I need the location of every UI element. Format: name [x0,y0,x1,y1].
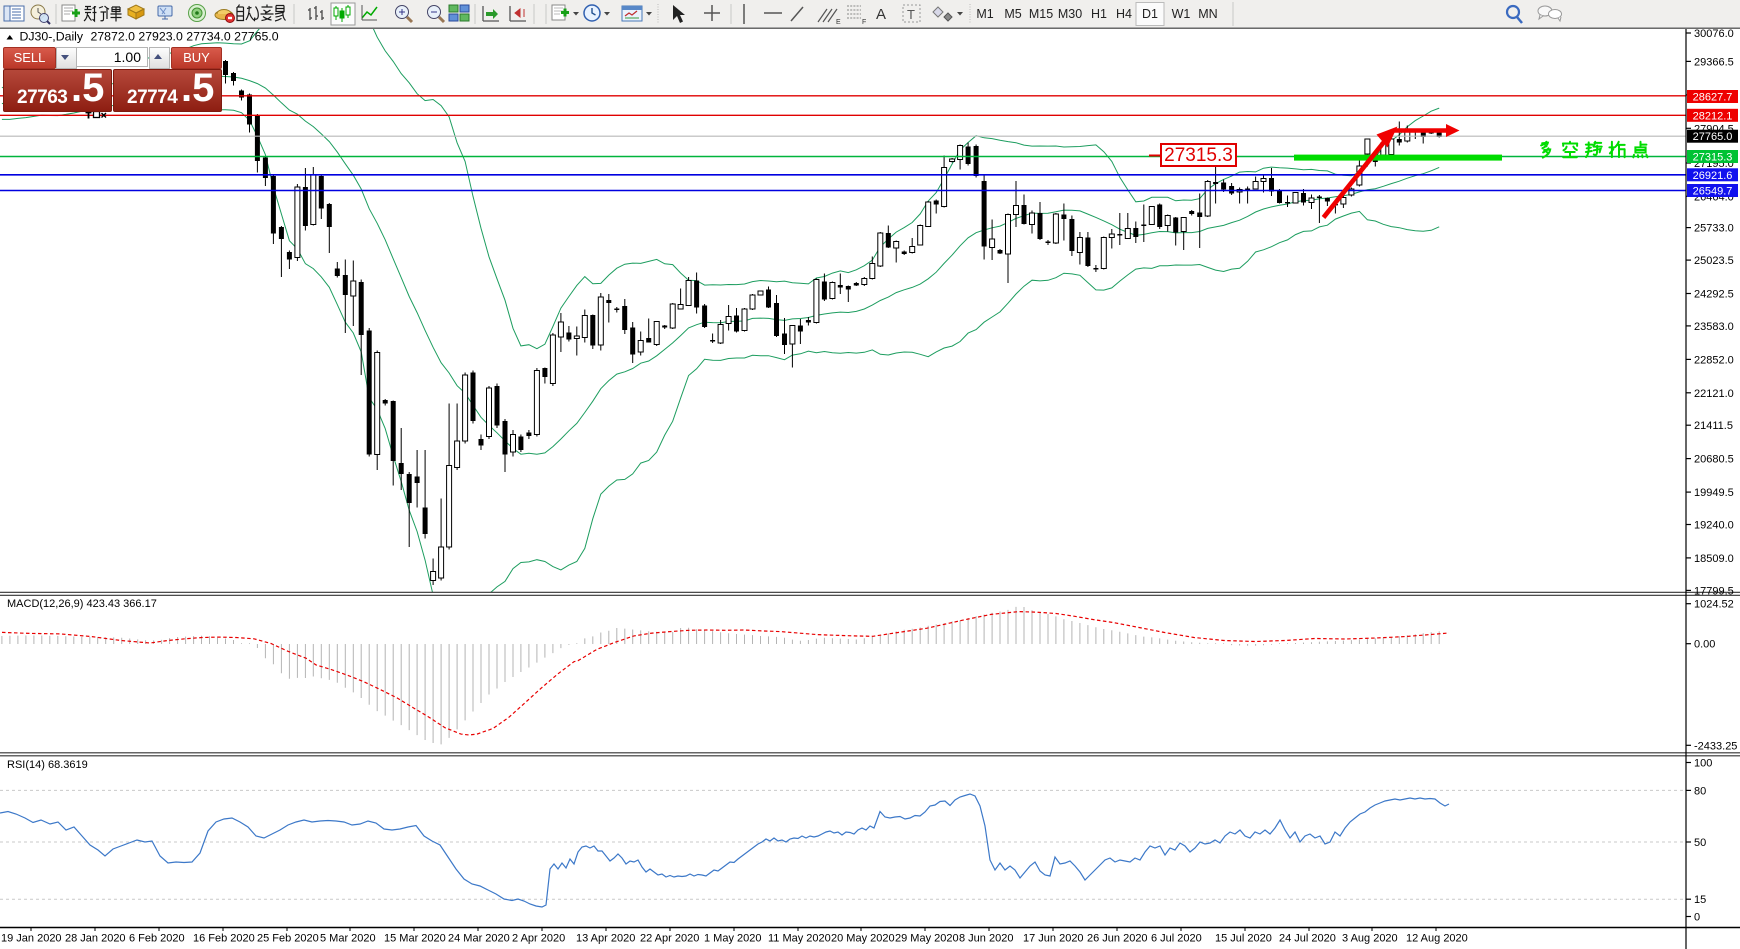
svg-text:21411.5: 21411.5 [1694,420,1733,432]
svg-text:D1: D1 [1142,7,1158,21]
svg-text:25 Feb 2020: 25 Feb 2020 [257,933,319,945]
svg-text:6 Jul 2020: 6 Jul 2020 [1151,933,1202,945]
svg-text:M1: M1 [976,7,993,21]
svg-text:-2433.25: -2433.25 [1694,740,1737,752]
svg-text:22121.0: 22121.0 [1694,388,1734,400]
svg-text:80: 80 [1694,785,1706,797]
svg-text:MACD(12,26,9) 423.43 366.17: MACD(12,26,9) 423.43 366.17 [7,598,157,610]
svg-text:24292.5: 24292.5 [1694,289,1734,301]
svg-text:26 Jun 2020: 26 Jun 2020 [1087,933,1148,945]
svg-text:27315.3: 27315.3 [1164,145,1233,166]
svg-text:5 Mar 2020: 5 Mar 2020 [320,933,376,945]
svg-text:M30: M30 [1058,7,1082,21]
svg-text:100: 100 [1694,758,1712,770]
svg-text:12 Aug 2020: 12 Aug 2020 [1406,933,1468,945]
svg-text:T: T [907,7,915,22]
svg-text:22852.0: 22852.0 [1694,354,1734,366]
svg-text:H4: H4 [1116,7,1132,21]
svg-text:M15: M15 [1029,7,1053,21]
svg-text:6 Feb 2020: 6 Feb 2020 [129,933,185,945]
svg-text:28 Jan 2020: 28 Jan 2020 [65,933,126,945]
svg-text:M5: M5 [1004,7,1021,21]
svg-text:15: 15 [1694,894,1706,906]
svg-text:15 Jul 2020: 15 Jul 2020 [1215,933,1272,945]
svg-text:H1: H1 [1091,7,1107,21]
svg-text:E: E [836,19,841,26]
svg-text:DJ30-,Daily: DJ30-,Daily [20,30,84,44]
svg-text:19240.0: 19240.0 [1694,520,1734,532]
svg-text:26549.7: 26549.7 [1693,186,1733,198]
svg-text:27872.0 27923.0 27734.0 27765.: 27872.0 27923.0 27734.0 27765.0 [91,30,279,44]
svg-text:25733.0: 25733.0 [1694,223,1734,235]
svg-text:23583.0: 23583.0 [1694,321,1734,333]
svg-text:24 Jul 2020: 24 Jul 2020 [1279,933,1336,945]
svg-text:30076.0: 30076.0 [1694,29,1734,40]
svg-text:17799.5: 17799.5 [1694,585,1734,597]
svg-text:11 May 2020: 11 May 2020 [768,933,831,945]
svg-text:1024.52: 1024.52 [1694,599,1734,611]
svg-text:27315.3: 27315.3 [1693,152,1733,164]
svg-text:20 May 2020: 20 May 2020 [831,933,895,945]
svg-text:0: 0 [1694,912,1700,924]
svg-text:29 May 2020: 29 May 2020 [895,933,959,945]
svg-text:W1: W1 [1172,7,1191,21]
svg-text:RSI(14) 68.3619: RSI(14) 68.3619 [7,759,88,771]
svg-text:26921.6: 26921.6 [1693,170,1733,182]
svg-text:28627.7: 28627.7 [1693,92,1733,104]
svg-text:20680.5: 20680.5 [1694,454,1734,466]
svg-text:1 May 2020: 1 May 2020 [704,933,761,945]
svg-text:2 Apr 2020: 2 Apr 2020 [512,933,565,945]
svg-text:25023.5: 25023.5 [1694,255,1734,267]
svg-text:F: F [862,19,866,26]
svg-text:27765.0: 27765.0 [1693,131,1733,143]
svg-text:A: A [876,6,886,23]
svg-text:19 Jan 2020: 19 Jan 2020 [1,933,62,945]
svg-text:15 Mar 2020: 15 Mar 2020 [384,933,446,945]
svg-text:29366.5: 29366.5 [1694,56,1734,68]
svg-text:MN: MN [1198,7,1217,21]
svg-text:8 Jun 2020: 8 Jun 2020 [959,933,1013,945]
svg-text:24 Mar 2020: 24 Mar 2020 [448,933,510,945]
svg-text:22 Apr 2020: 22 Apr 2020 [640,933,699,945]
svg-text:18509.0: 18509.0 [1694,553,1734,565]
svg-text:17 Jun 2020: 17 Jun 2020 [1023,933,1084,945]
svg-text:19949.5: 19949.5 [1694,487,1734,499]
svg-text:0.00: 0.00 [1694,639,1715,651]
svg-text:28212.1: 28212.1 [1693,110,1733,122]
svg-text:16 Feb 2020: 16 Feb 2020 [193,933,255,945]
svg-text:13 Apr 2020: 13 Apr 2020 [576,933,635,945]
svg-text:50: 50 [1694,837,1706,849]
svg-text:3 Aug 2020: 3 Aug 2020 [1342,933,1398,945]
